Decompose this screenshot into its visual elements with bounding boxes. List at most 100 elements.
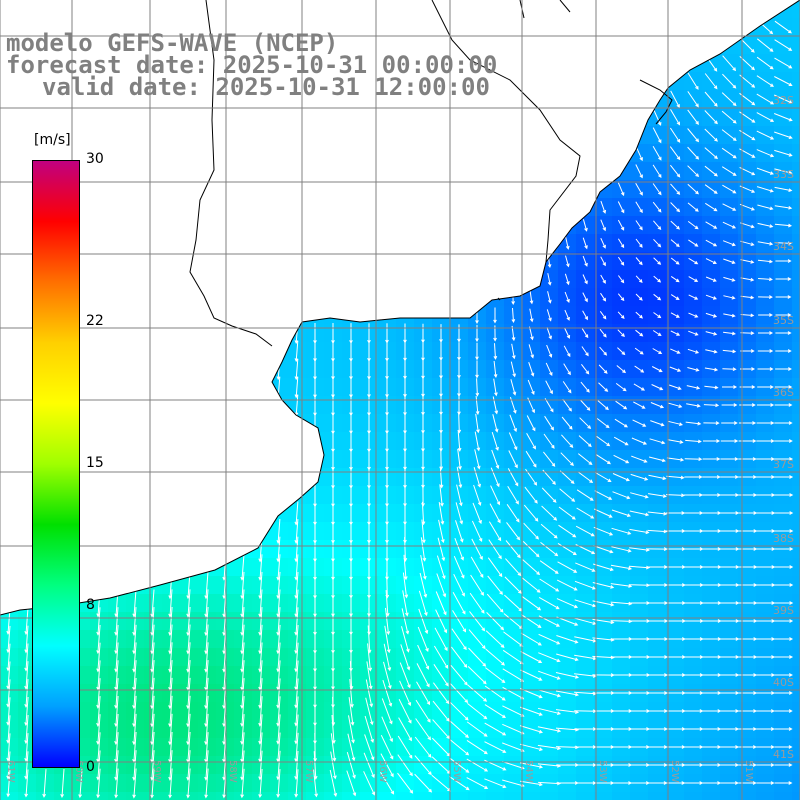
field-cell bbox=[144, 738, 163, 757]
latitude-label: 35S bbox=[773, 314, 794, 327]
field-cell bbox=[288, 792, 307, 800]
wind-arrow bbox=[597, 400, 609, 411]
field-cell bbox=[36, 792, 55, 800]
wind-arrow bbox=[527, 379, 535, 395]
field-cell bbox=[18, 774, 37, 793]
field-cell bbox=[540, 792, 559, 800]
wind-arrow bbox=[519, 762, 544, 769]
wind-arrow bbox=[773, 493, 794, 497]
field-cell bbox=[792, 108, 800, 127]
wind-arrow bbox=[720, 781, 739, 785]
wind-arrow bbox=[613, 454, 630, 464]
wind-arrow bbox=[453, 573, 465, 597]
wind-arrow bbox=[438, 519, 445, 544]
wind-arrow bbox=[705, 239, 718, 247]
field-cell bbox=[126, 684, 145, 703]
wind-arrow bbox=[489, 503, 501, 524]
wind-arrow bbox=[456, 466, 463, 489]
field-cell bbox=[198, 594, 217, 613]
wind-arrow bbox=[774, 781, 793, 785]
wind-arrow bbox=[475, 360, 479, 379]
field-cell bbox=[144, 594, 163, 613]
wind-arrow bbox=[556, 653, 579, 662]
wind-arrow bbox=[453, 556, 465, 579]
border-line bbox=[189, 0, 273, 347]
wind-arrow bbox=[738, 475, 757, 479]
wind-arrow bbox=[635, 238, 643, 248]
field-cell bbox=[162, 792, 181, 800]
wind-arrow bbox=[633, 401, 646, 409]
field-cell bbox=[0, 774, 19, 793]
wind-arrow bbox=[78, 768, 83, 799]
wind-arrow bbox=[774, 113, 793, 122]
wind-arrow bbox=[600, 237, 606, 249]
field-cell bbox=[90, 774, 109, 793]
wind-arrow bbox=[615, 383, 627, 392]
wind-arrow bbox=[721, 421, 738, 425]
wind-arrow bbox=[670, 348, 681, 354]
field-cell bbox=[252, 684, 271, 703]
wind-arrow bbox=[582, 274, 588, 285]
wind-arrow bbox=[670, 330, 681, 336]
wind-arrow bbox=[757, 241, 774, 246]
wind-arrow bbox=[556, 635, 579, 644]
wind-arrow bbox=[576, 489, 594, 501]
field-cell bbox=[162, 756, 181, 775]
wind-arrow bbox=[506, 504, 520, 523]
wind-arrow bbox=[537, 726, 562, 733]
field-cell bbox=[18, 792, 37, 800]
wind-arrow bbox=[525, 450, 537, 468]
latitude-label: 40S bbox=[773, 676, 794, 689]
field-cell bbox=[792, 180, 800, 199]
wind-arrow bbox=[774, 186, 793, 192]
wind-arrow bbox=[398, 698, 412, 724]
wind-arrow bbox=[563, 363, 571, 376]
wind-arrow bbox=[756, 112, 775, 122]
wind-arrow bbox=[466, 721, 488, 737]
wind-arrow bbox=[687, 91, 699, 108]
wind-arrow bbox=[738, 439, 757, 443]
field-cell bbox=[90, 792, 109, 800]
wind-arrow bbox=[687, 109, 699, 125]
longitude-label: 53W bbox=[597, 760, 608, 783]
wind-arrow bbox=[556, 598, 579, 609]
wind-arrow bbox=[756, 709, 775, 713]
wind-arrow bbox=[367, 643, 373, 672]
field-cell bbox=[270, 612, 289, 631]
wind-arrow bbox=[600, 256, 606, 267]
field-cell bbox=[252, 720, 271, 739]
field-cell bbox=[270, 576, 289, 595]
wind-arrow bbox=[421, 519, 426, 544]
wind-arrow bbox=[382, 679, 393, 707]
wind-arrow bbox=[414, 736, 432, 758]
wind-arrow bbox=[773, 475, 794, 479]
field-cell bbox=[144, 630, 163, 649]
field-cell bbox=[792, 36, 800, 55]
wind-arrow bbox=[653, 312, 662, 319]
wind-arrow bbox=[433, 645, 449, 669]
border-line bbox=[497, 297, 501, 301]
field-cell bbox=[504, 792, 523, 800]
wind-arrow bbox=[493, 343, 498, 360]
wind-arrow bbox=[467, 703, 488, 720]
wind-arrow bbox=[575, 562, 596, 572]
wind-arrow bbox=[493, 378, 498, 397]
wind-arrow bbox=[758, 295, 773, 299]
wind-arrow bbox=[774, 691, 793, 695]
wind-arrow bbox=[756, 781, 775, 785]
wind-arrow bbox=[593, 526, 614, 536]
longitude-label: 61W bbox=[5, 760, 16, 783]
wind-arrow bbox=[505, 540, 521, 559]
wind-arrow bbox=[774, 637, 794, 641]
wind-arrow bbox=[418, 590, 428, 617]
wind-arrow bbox=[612, 473, 630, 482]
wind-arrow bbox=[491, 431, 499, 451]
wind-arrow bbox=[397, 754, 413, 777]
wind-arrow bbox=[313, 412, 317, 435]
wind-arrow bbox=[504, 576, 522, 594]
border-line bbox=[639, 79, 673, 125]
wind-arrow bbox=[705, 202, 718, 212]
wind-arrow bbox=[599, 311, 607, 320]
colorbar-tick-label: 30 bbox=[86, 151, 104, 167]
